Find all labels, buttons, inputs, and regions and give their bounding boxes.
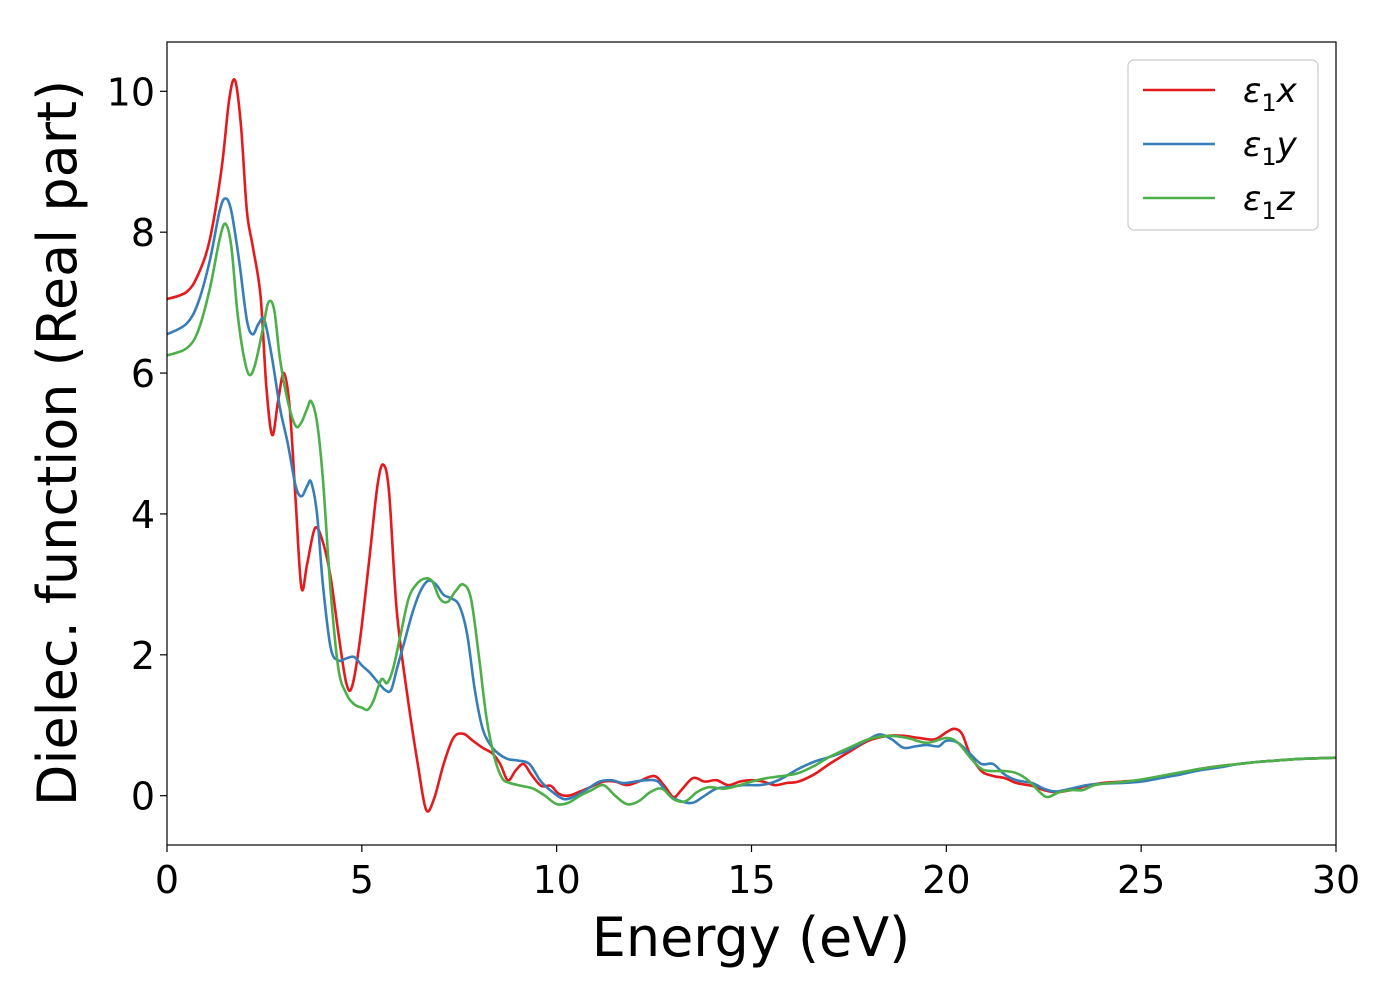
legend-label-component: y — [1276, 125, 1298, 165]
x-tick-label: 25 — [1117, 858, 1165, 902]
y-axis-label: Dielec. function (Real part) — [26, 80, 89, 806]
x-tick-label: 15 — [727, 858, 775, 902]
legend-label-eps1x: ε1x — [1243, 71, 1298, 117]
legend-label-base: ε — [1243, 179, 1261, 219]
y-tick-label: 0 — [131, 775, 155, 819]
series-layer — [167, 78, 1336, 813]
x-axis-label: Energy (eV) — [592, 906, 911, 969]
x-tick-label: 0 — [155, 858, 179, 902]
x-tick-label: 20 — [922, 858, 970, 902]
legend-box — [1127, 59, 1319, 231]
legend-label-component: x — [1276, 71, 1298, 111]
y-tick-label: 10 — [107, 70, 155, 114]
x-tick-label: 30 — [1312, 858, 1360, 902]
legend-label-base: ε — [1243, 125, 1261, 165]
legend-label-eps1y: ε1y — [1243, 125, 1298, 171]
legend-label-eps1z: ε1z — [1243, 179, 1296, 225]
legend-label-base: ε — [1243, 71, 1261, 111]
legend-label-subscript: 1 — [1261, 197, 1276, 225]
y-tick-label: 6 — [131, 352, 155, 396]
x-tick-label: 5 — [350, 858, 374, 902]
y-tick-label: 8 — [131, 211, 155, 255]
legend-label-component: z — [1276, 179, 1296, 219]
series-line-eps1z — [167, 222, 1336, 806]
legend-label-subscript: 1 — [1261, 89, 1276, 117]
legend-label-subscript: 1 — [1261, 143, 1276, 171]
y-tick-label: 2 — [131, 634, 155, 678]
x-axis: 0 5 10 15 20 25 30 — [155, 845, 1360, 902]
x-tick-label: 10 — [532, 858, 580, 902]
y-tick-label: 4 — [131, 493, 155, 537]
y-axis: 0 2 4 6 8 10 — [107, 70, 167, 819]
